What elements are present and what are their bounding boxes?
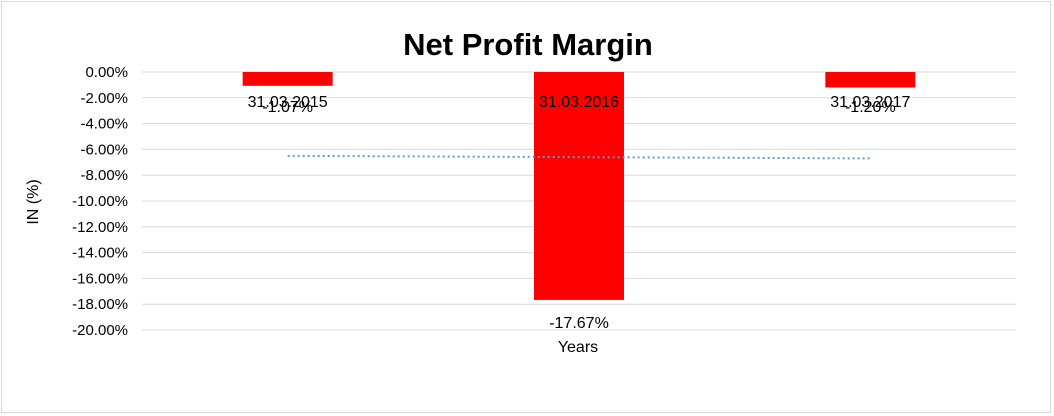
data-label: -1.20% (845, 99, 896, 116)
x-axis-label: Years (558, 339, 598, 356)
bar (242, 72, 333, 86)
y-tick-label: -14.00% (72, 245, 128, 262)
y-tick-label: -6.00% (80, 141, 128, 158)
data-label: -1.07% (262, 99, 313, 116)
y-tick-label: -18.00% (72, 296, 128, 313)
y-tick-label: -20.00% (72, 322, 128, 339)
category-label: 31.03.2015 (248, 94, 328, 111)
data-label: -17.67% (549, 315, 609, 332)
y-tick-label: -2.00% (80, 90, 128, 107)
bar (825, 72, 916, 88)
y-tick-label: -4.00% (80, 116, 128, 133)
chart-title: Net Profit Margin (403, 27, 653, 62)
data-labels: -1.07% -17.67% -1.20% (262, 99, 895, 332)
y-tick-label: -16.00% (72, 270, 128, 287)
category-label: 31.03.2016 (539, 94, 619, 111)
y-tick-label: -10.00% (72, 193, 128, 210)
bars (242, 72, 916, 300)
bar (534, 72, 624, 300)
category-labels: 31.03.2015 31.03.2016 31.03.2017 (248, 94, 911, 111)
trendline (287, 154, 871, 160)
y-tick-label: -8.00% (80, 167, 128, 184)
y-tick-label: 0.00% (85, 64, 128, 81)
trendline-group (287, 154, 871, 160)
y-axis-ticks: 0.00% -2.00% -4.00% -6.00% -8.00% -10.00% -12.… (72, 64, 128, 339)
y-axis-label: IN (%) (25, 179, 42, 224)
category-label: 31.03.2017 (830, 94, 910, 111)
y-tick-label: -12.00% (72, 219, 128, 236)
